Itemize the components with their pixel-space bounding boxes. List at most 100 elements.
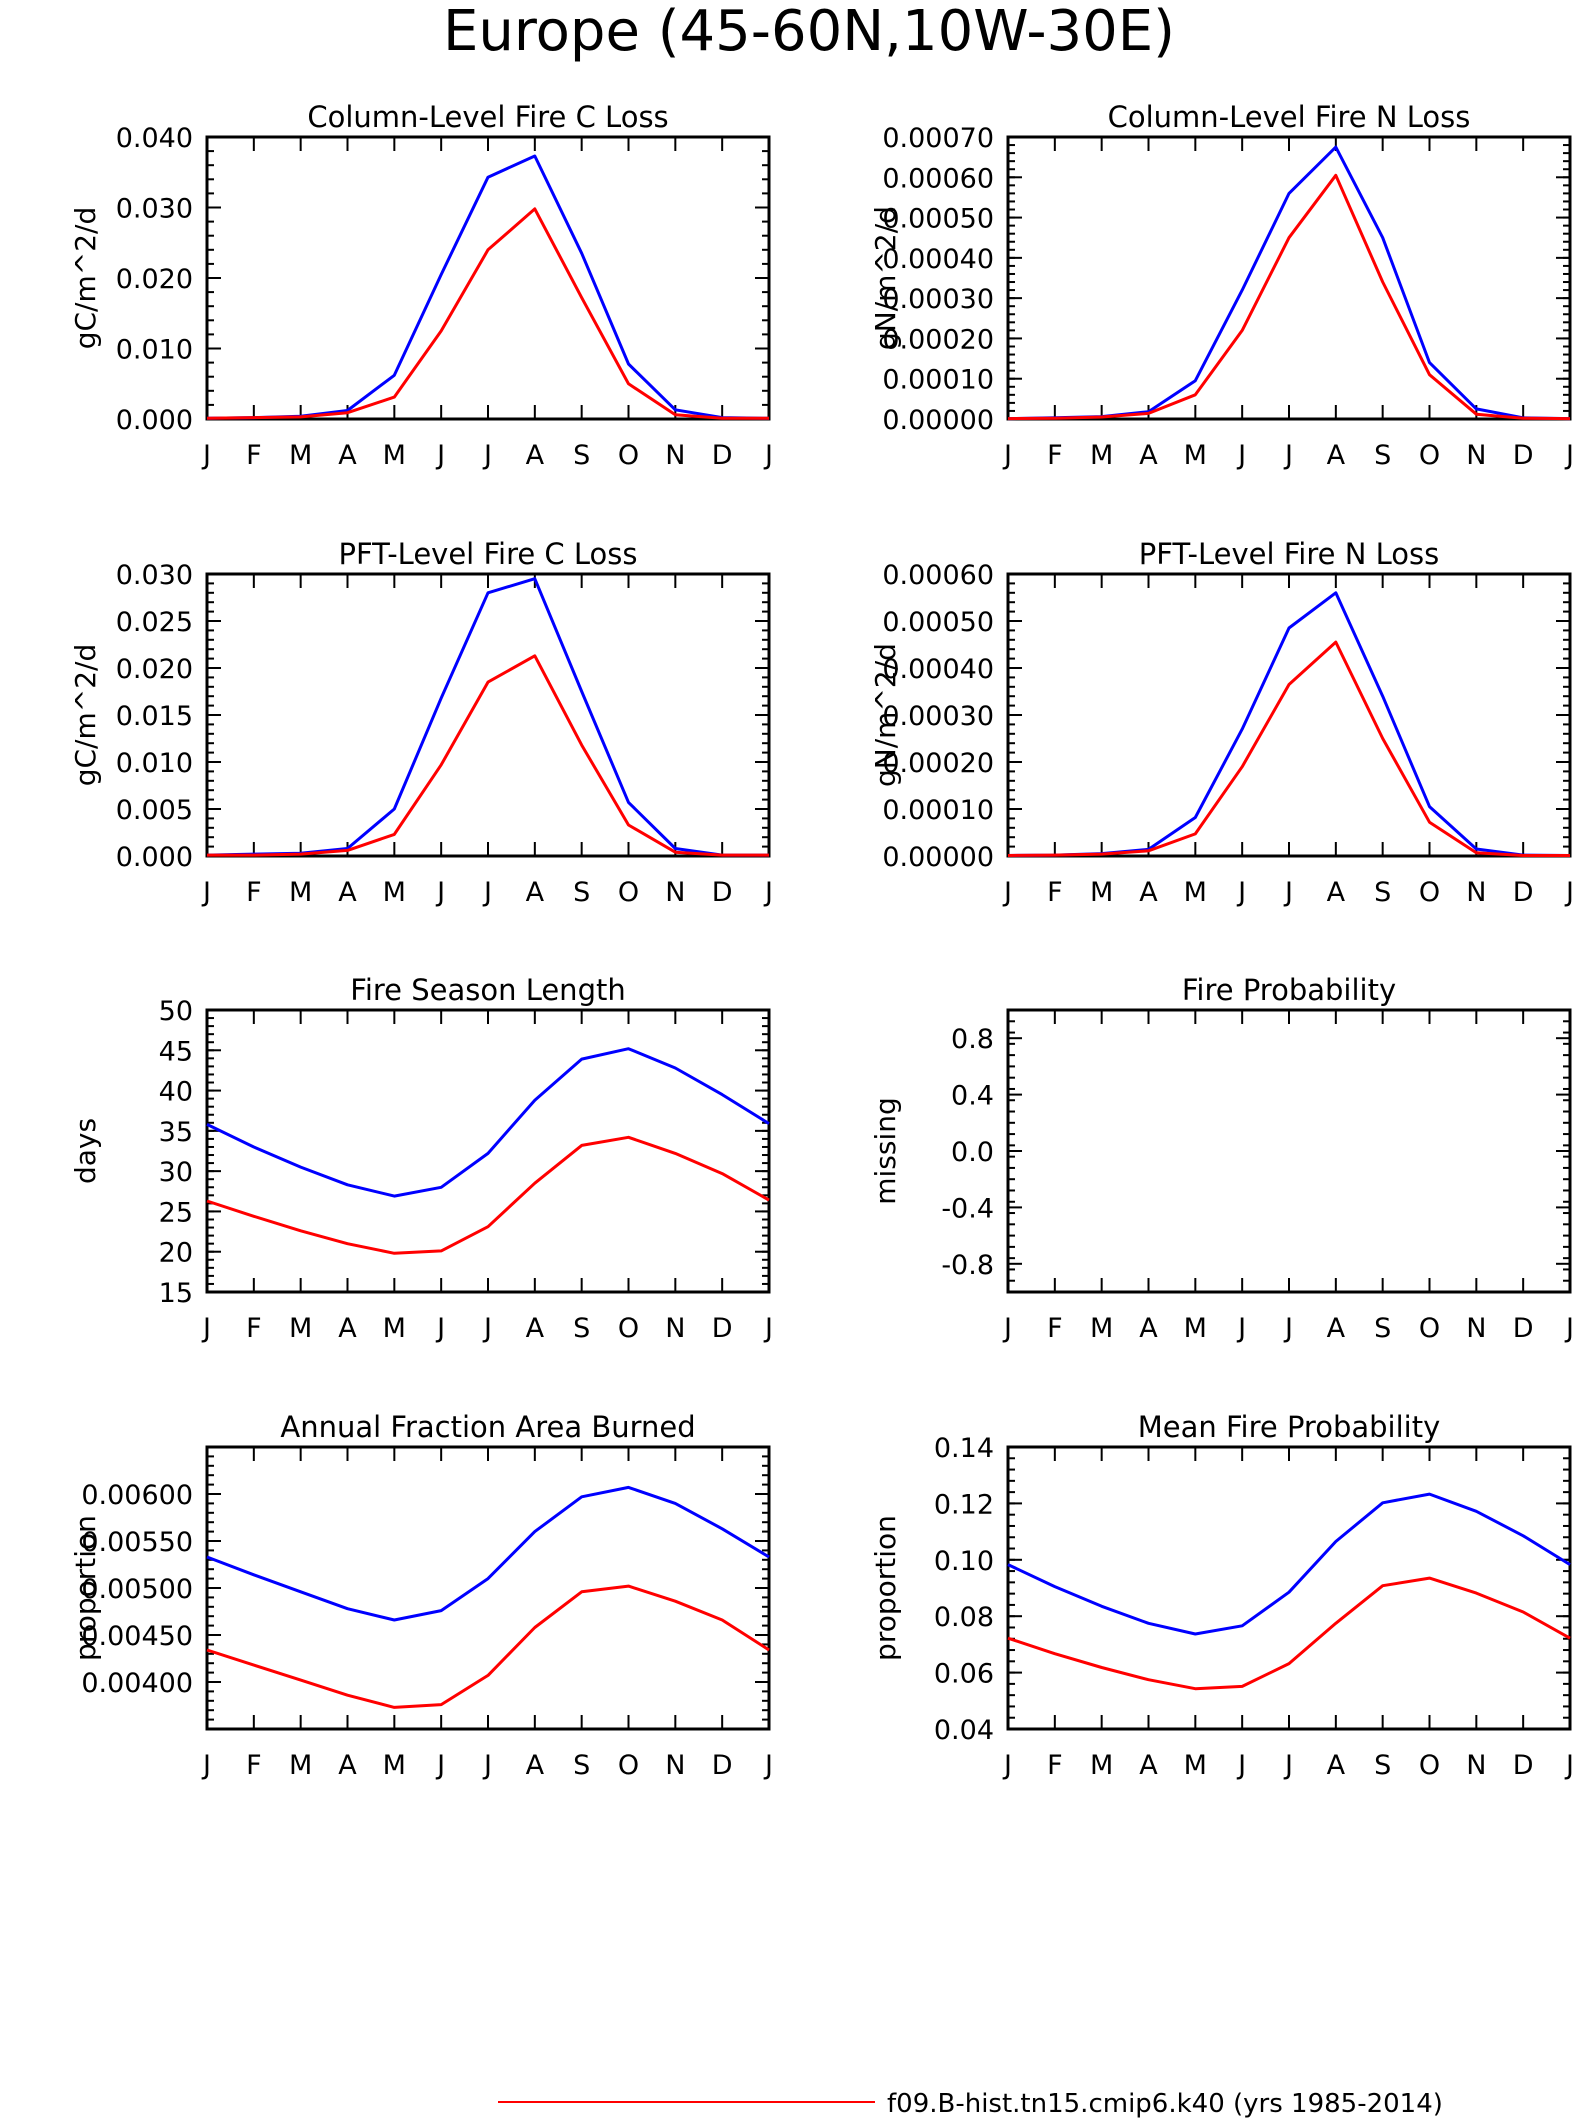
- x-tick-label: D: [712, 877, 733, 908]
- x-tick-label: J: [763, 1313, 773, 1344]
- x-tick-label: S: [1374, 877, 1391, 908]
- x-tick-label: M: [289, 1750, 312, 1781]
- y-tick-label: 0.00030: [882, 284, 994, 315]
- x-tick-label: M: [1184, 877, 1207, 908]
- x-tick-label: S: [573, 877, 590, 908]
- x-tick-label: J: [482, 440, 492, 471]
- legend-label: f09.B-hist.tn15.cmip6.k40 (yrs 1985-2014…: [887, 2089, 1443, 2119]
- x-tick-label: J: [763, 877, 773, 908]
- series-line-0: [206, 1047, 770, 1198]
- y-tick-label: 0.025: [116, 607, 193, 638]
- x-tick-label: S: [1374, 1750, 1391, 1781]
- x-tick-label: A: [526, 440, 545, 471]
- x-tick-label: M: [383, 440, 406, 471]
- series-line-0: [206, 154, 770, 420]
- y-axis-label: proportion: [69, 1515, 102, 1661]
- y-tick-label: 0.00500: [81, 1574, 193, 1605]
- y-axis-label: gN/m^2/d: [869, 643, 902, 787]
- x-tick-label: A: [338, 877, 357, 908]
- x-tick-label: A: [338, 1750, 357, 1781]
- x-tick-label: O: [1419, 1750, 1440, 1781]
- y-axis-label: gC/m^2/d: [69, 207, 102, 350]
- x-tick-label: F: [246, 1750, 262, 1781]
- x-tick-label: N: [665, 1313, 685, 1344]
- x-tick-label: J: [482, 1313, 492, 1344]
- y-tick-label: 0.0: [951, 1137, 994, 1168]
- y-tick-label: 30: [159, 1157, 193, 1188]
- x-tick-label: J: [1283, 440, 1293, 471]
- y-axis-label: proportion: [869, 1515, 902, 1661]
- x-tick-label: J: [435, 1750, 445, 1781]
- x-tick-label: J: [1283, 1750, 1293, 1781]
- panel-title: Column-Level Fire C Loss: [307, 100, 668, 134]
- y-tick-label: 0.010: [116, 335, 193, 366]
- plot-frame: [1006, 135, 1572, 421]
- x-tick-label: D: [712, 1750, 733, 1781]
- y-tick-label: 20: [159, 1238, 193, 1269]
- x-tick-label: J: [482, 1750, 492, 1781]
- x-tick-label: M: [383, 1750, 406, 1781]
- x-tick-label: N: [665, 440, 685, 471]
- x-tick-label: J: [1564, 440, 1574, 471]
- x-tick-label: F: [1047, 877, 1063, 908]
- x-tick-label: J: [1283, 877, 1293, 908]
- x-tick-label: F: [246, 440, 262, 471]
- x-tick-label: S: [1374, 1313, 1391, 1344]
- x-tick-label: M: [383, 1313, 406, 1344]
- x-tick-label: J: [1236, 1750, 1246, 1781]
- x-tick-label: A: [338, 1313, 357, 1344]
- y-tick-label: 0.00010: [882, 365, 994, 396]
- x-tick-label: O: [618, 440, 639, 471]
- plot-frame: [1006, 572, 1572, 858]
- x-tick-label: A: [526, 1750, 545, 1781]
- x-tick-label: A: [1139, 440, 1158, 471]
- y-tick-label: 0.00030: [882, 701, 994, 732]
- x-tick-label: D: [712, 1313, 733, 1344]
- y-tick-label: 0.00000: [882, 405, 994, 436]
- x-tick-label: A: [1139, 1313, 1158, 1344]
- plot-frame: [205, 572, 771, 858]
- y-tick-label: 0.04: [934, 1715, 994, 1746]
- x-tick-label: A: [1327, 440, 1346, 471]
- y-tick-label: 35: [159, 1117, 193, 1148]
- x-tick-label: N: [1466, 1750, 1486, 1781]
- panel-title: PFT-Level Fire C Loss: [339, 537, 638, 571]
- y-axis-label: days: [69, 1118, 102, 1184]
- series-line-1: [1007, 640, 1570, 857]
- y-tick-label: 0.030: [116, 560, 193, 591]
- x-tick-label: M: [289, 877, 312, 908]
- y-tick-label: 0.020: [116, 654, 193, 685]
- y-tick-label: 0.00600: [81, 1480, 193, 1511]
- x-tick-label: J: [435, 877, 445, 908]
- x-tick-label: S: [573, 440, 590, 471]
- panel-title: Fire Season Length: [350, 973, 625, 1007]
- y-tick-label: 0.000: [116, 405, 193, 436]
- y-tick-label: 0.030: [116, 194, 193, 225]
- x-tick-label: F: [1047, 1750, 1063, 1781]
- x-tick-label: J: [201, 877, 211, 908]
- y-tick-label: 0.08: [934, 1602, 994, 1633]
- x-tick-label: S: [573, 1750, 590, 1781]
- x-tick-label: J: [435, 1313, 445, 1344]
- panel-title: Annual Fraction Area Burned: [280, 1410, 695, 1444]
- y-axis-label: missing: [869, 1097, 902, 1205]
- series-line-0: [206, 1485, 770, 1622]
- y-tick-label: 0.00050: [882, 204, 994, 235]
- y-tick-label: 0.015: [116, 701, 193, 732]
- panel-title: Mean Fire Probability: [1138, 1410, 1441, 1444]
- y-tick-label: 0.10: [934, 1546, 994, 1577]
- y-tick-label: 0.00010: [882, 795, 994, 826]
- y-tick-label: 0.00070: [882, 123, 994, 154]
- y-axis-label: gC/m^2/d: [69, 644, 102, 787]
- y-tick-label: 25: [159, 1197, 193, 1228]
- y-tick-label: 50: [159, 996, 193, 1027]
- y-tick-label: 0.00550: [81, 1527, 193, 1558]
- y-tick-label: 0.14: [934, 1433, 994, 1464]
- y-tick-label: 0.00000: [882, 842, 994, 873]
- x-tick-label: D: [712, 440, 733, 471]
- series-line-1: [1007, 1576, 1571, 1691]
